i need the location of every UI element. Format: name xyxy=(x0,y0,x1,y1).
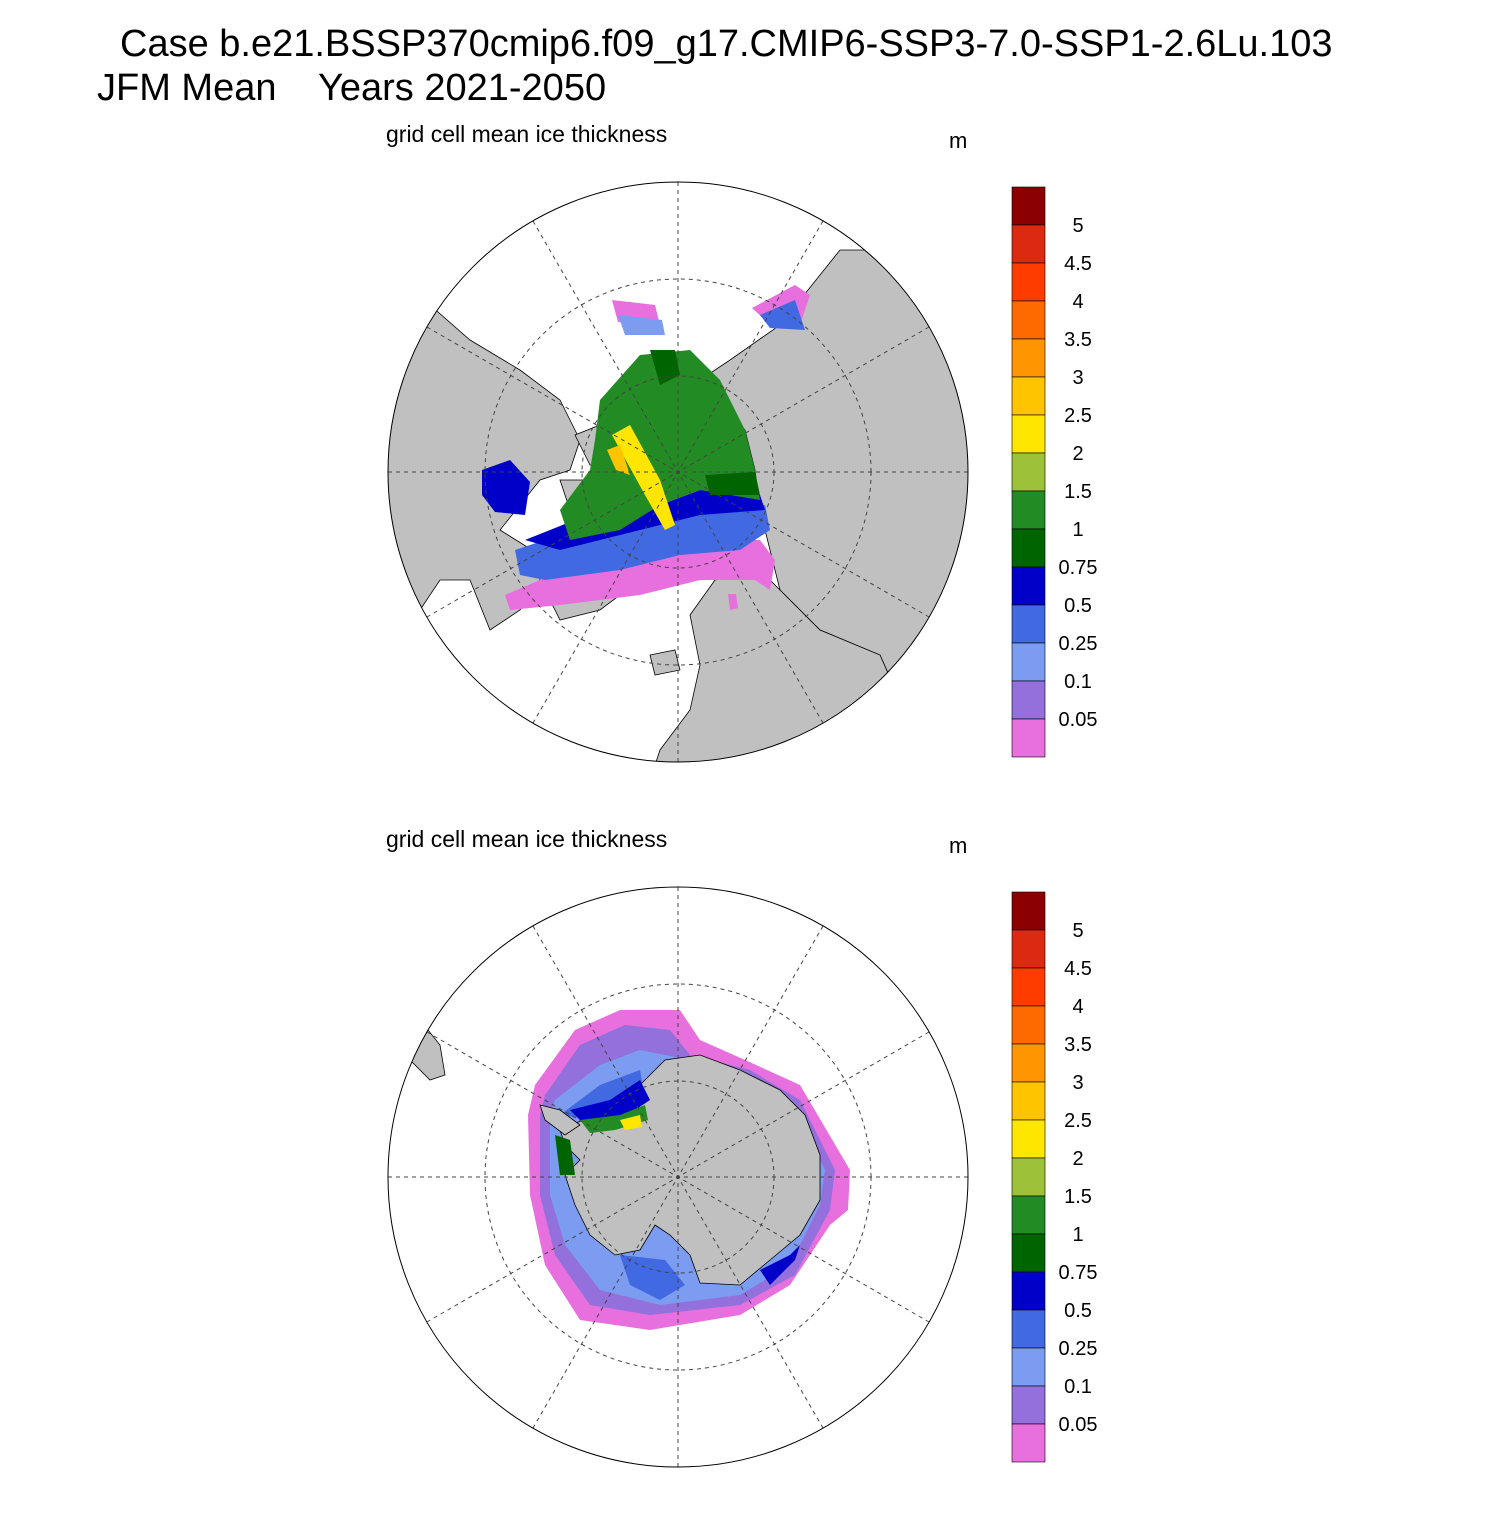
south-colorbar-label: 0.25 xyxy=(1059,1338,1098,1360)
south-colorbar-label: 4 xyxy=(1072,996,1083,1018)
south-colorbar-swatch xyxy=(1011,1271,1046,1311)
south-map-border xyxy=(387,886,969,1468)
north-ice-pink-margin xyxy=(505,540,775,610)
south-colorbar-swatch xyxy=(1011,1385,1046,1425)
north-hemisphere-panel: grid cell mean ice thickness m xyxy=(0,110,1500,810)
south-colorbar-swatch xyxy=(1011,891,1046,931)
south-colorbar-label: 2 xyxy=(1072,1148,1083,1170)
north-ice-baltic xyxy=(728,594,738,610)
north-colorbar-swatch xyxy=(1011,490,1046,530)
south-colorbar-label: 3 xyxy=(1072,1072,1083,1094)
south-colorbar-label: 2.5 xyxy=(1064,1110,1092,1132)
south-land-antarctic-peninsula xyxy=(539,1104,581,1136)
north-ice-okhotsk-blue xyxy=(760,300,805,330)
north-ice-blue-margin xyxy=(515,505,770,580)
north-ice-dark-green-core xyxy=(650,350,760,495)
north-colorbar-label: 3 xyxy=(1072,367,1083,389)
north-colorbar-swatch xyxy=(1011,224,1046,264)
north-map-svg: 5 4.5 4 3.5 3 2.5 2 1.5 1 0.75 0.5 0.25 0.1 0.05 xyxy=(387,181,1098,763)
south-colorbar-label: 5 xyxy=(1072,920,1083,942)
south-ice-weddell-yellow xyxy=(620,1115,642,1130)
north-colorbar-label: 0.5 xyxy=(1064,595,1092,617)
south-ice-weddell-navy xyxy=(570,1080,650,1125)
south-colorbar-swatch xyxy=(1011,1233,1046,1273)
north-colorbar-swatch xyxy=(1011,604,1046,644)
north-colorbar-label: 0.25 xyxy=(1059,633,1098,655)
south-panel-units: m xyxy=(949,833,968,858)
north-ice-hudson-bay xyxy=(482,460,530,515)
north-colorbar-label: 1.5 xyxy=(1064,481,1092,503)
south-ice-coastal-navy xyxy=(760,1245,800,1285)
south-colorbar-label: 0.75 xyxy=(1059,1262,1098,1284)
south-colorbar-label: 0.1 xyxy=(1064,1376,1092,1398)
north-colorbar-swatch xyxy=(1011,262,1046,302)
south-colorbar-swatch xyxy=(1011,1043,1046,1083)
south-colorbar-swatch xyxy=(1011,1157,1046,1197)
north-graticule xyxy=(388,182,968,762)
north-colorbar-swatch xyxy=(1011,680,1046,720)
south-colorbar-label: 1.5 xyxy=(1064,1186,1092,1208)
south-ice-peninsula-green xyxy=(555,1135,575,1175)
south-panel-title: grid cell mean ice thickness xyxy=(386,826,668,852)
north-map-border xyxy=(387,181,969,763)
north-colorbar-label: 5 xyxy=(1072,215,1083,237)
north-land-north-america xyxy=(388,299,581,631)
north-colorbar-swatch xyxy=(1011,376,1046,416)
north-panel-title: grid cell mean ice thickness xyxy=(386,121,668,147)
north-colorbar-label: 3.5 xyxy=(1064,329,1092,351)
north-colorbar-label: 0.1 xyxy=(1064,671,1092,693)
south-ice-royal-blue xyxy=(560,1070,685,1300)
north-panel-units: m xyxy=(949,128,968,153)
north-colorbar-swatch xyxy=(1011,642,1046,682)
north-colorbar-label: 0.75 xyxy=(1059,557,1098,579)
figure-title-case: Case b.e21.BSSP370cmip6.f09_g17.CMIP6-SS… xyxy=(120,23,1333,65)
south-colorbar-swatch xyxy=(1011,1081,1046,1121)
south-colorbar-swatch xyxy=(1011,1195,1046,1235)
south-hemisphere-panel: grid cell mean ice thickness m xyxy=(0,815,1500,1515)
north-colorbar-label: 0.05 xyxy=(1059,709,1098,731)
south-colorbar-swatch xyxy=(1011,929,1046,969)
north-colorbar-swatch xyxy=(1011,528,1046,568)
north-colorbar-swatch xyxy=(1011,338,1046,378)
south-colorbar-swatch xyxy=(1011,1119,1046,1159)
north-ice-main-pack xyxy=(560,350,760,540)
south-colorbar-label: 1 xyxy=(1072,1224,1083,1246)
south-colorbar-label: 4.5 xyxy=(1064,958,1092,980)
south-colorbar-swatch xyxy=(1011,1309,1046,1349)
north-colorbar-swatch xyxy=(1011,718,1046,758)
south-colorbar-swatch xyxy=(1011,1423,1046,1463)
figure-title-period: JFM Mean Years 2021-2050 xyxy=(97,67,607,109)
south-graticule xyxy=(388,887,968,1467)
south-colorbar-label: 0.05 xyxy=(1059,1414,1098,1436)
north-colorbar: 5 4.5 4 3.5 3 2.5 2 1.5 1 0.75 0.5 0.25 0.1 0.05 xyxy=(1011,186,1098,758)
south-colorbar-label: 3.5 xyxy=(1064,1034,1092,1056)
south-colorbar: 5 4.5 4 3.5 3 2.5 2 1.5 1 0.75 0.5 0.25 0.1 0.05 xyxy=(1011,891,1098,1463)
south-map-svg: 5 4.5 4 3.5 3 2.5 2 1.5 1 0.75 0.5 0.25 0.1 0.05 xyxy=(387,886,1098,1468)
north-polar-map xyxy=(388,182,968,762)
north-colorbar-swatch xyxy=(1011,186,1046,226)
north-colorbar-label: 1 xyxy=(1072,519,1083,541)
north-colorbar-swatch xyxy=(1011,452,1046,492)
north-colorbar-label: 4.5 xyxy=(1064,253,1092,275)
north-ice-thick-yellow xyxy=(612,425,675,530)
north-colorbar-label: 2.5 xyxy=(1064,405,1092,427)
north-colorbar-label: 4 xyxy=(1072,291,1083,313)
south-colorbar-swatch xyxy=(1011,1347,1046,1387)
north-colorbar-label: 2 xyxy=(1072,443,1083,465)
north-colorbar-swatch xyxy=(1011,414,1046,454)
north-colorbar-swatch xyxy=(1011,300,1046,340)
south-colorbar-swatch xyxy=(1011,1005,1046,1045)
south-colorbar-swatch xyxy=(1011,967,1046,1007)
north-ice-thick-orange xyxy=(607,445,630,475)
north-ice-bering-blue xyxy=(618,315,665,335)
south-colorbar-label: 0.5 xyxy=(1064,1300,1092,1322)
north-colorbar-swatch xyxy=(1011,566,1046,606)
